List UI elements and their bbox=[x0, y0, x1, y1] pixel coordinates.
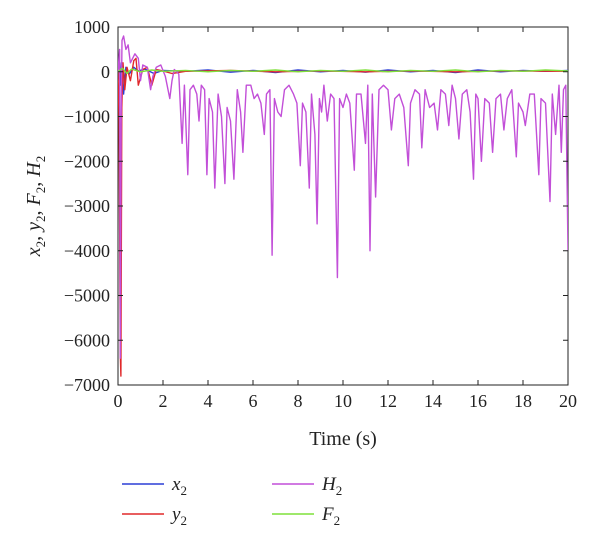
y-axis-label: x2, y2, F2, H2 bbox=[23, 156, 48, 257]
y-tick-label: −1000 bbox=[64, 107, 110, 127]
y-tick-label: −3000 bbox=[64, 196, 110, 216]
legend-entry-x2: x2 bbox=[122, 474, 187, 498]
plot-frame bbox=[117, 26, 569, 386]
y-tick-label: −6000 bbox=[64, 330, 110, 350]
x-tick-label: 14 bbox=[424, 391, 442, 411]
legend-label: x2 bbox=[171, 474, 187, 498]
legend-label: y2 bbox=[170, 504, 187, 528]
x-tick-label: 18 bbox=[514, 391, 532, 411]
series-line-f2 bbox=[118, 67, 568, 75]
series-line-x2 bbox=[118, 62, 568, 95]
series-layer bbox=[118, 35, 568, 377]
legend-entry-f2: F2 bbox=[272, 504, 340, 528]
y-tick-label: −4000 bbox=[64, 241, 110, 261]
legend: x2 H2 y2 F2 bbox=[122, 474, 342, 528]
legend-entry-h2: H2 bbox=[272, 474, 342, 498]
x-tick-label: 10 bbox=[334, 391, 352, 411]
x-tick-label: 8 bbox=[294, 391, 303, 411]
x-tick-label: 12 bbox=[379, 391, 397, 411]
y-tick-label: −7000 bbox=[64, 375, 110, 395]
y-tick-label: 0 bbox=[101, 62, 110, 82]
x-tick-label: 6 bbox=[249, 391, 258, 411]
x-tick-label: 20 bbox=[559, 391, 577, 411]
x-axis-label: Time (s) bbox=[309, 428, 377, 450]
x-tick-label: 16 bbox=[469, 391, 487, 411]
y-tick-label: 1000 bbox=[74, 17, 110, 37]
series-line-h2 bbox=[118, 35, 568, 359]
y-tick-label: −5000 bbox=[64, 286, 110, 306]
x-tick-label: 4 bbox=[204, 391, 213, 411]
x-tick-label: 0 bbox=[114, 391, 123, 411]
legend-entry-y2: y2 bbox=[122, 504, 187, 528]
legend-label: H2 bbox=[321, 474, 342, 498]
legend-label: F2 bbox=[321, 504, 340, 528]
ticks-layer: 0 2 4 6 8 10 12 14 16 18 20 1000 0 −1000 −2000 −3000 −40… bbox=[64, 17, 577, 411]
y-tick-label: −2000 bbox=[64, 151, 110, 171]
x-tick-label: 2 bbox=[159, 391, 168, 411]
